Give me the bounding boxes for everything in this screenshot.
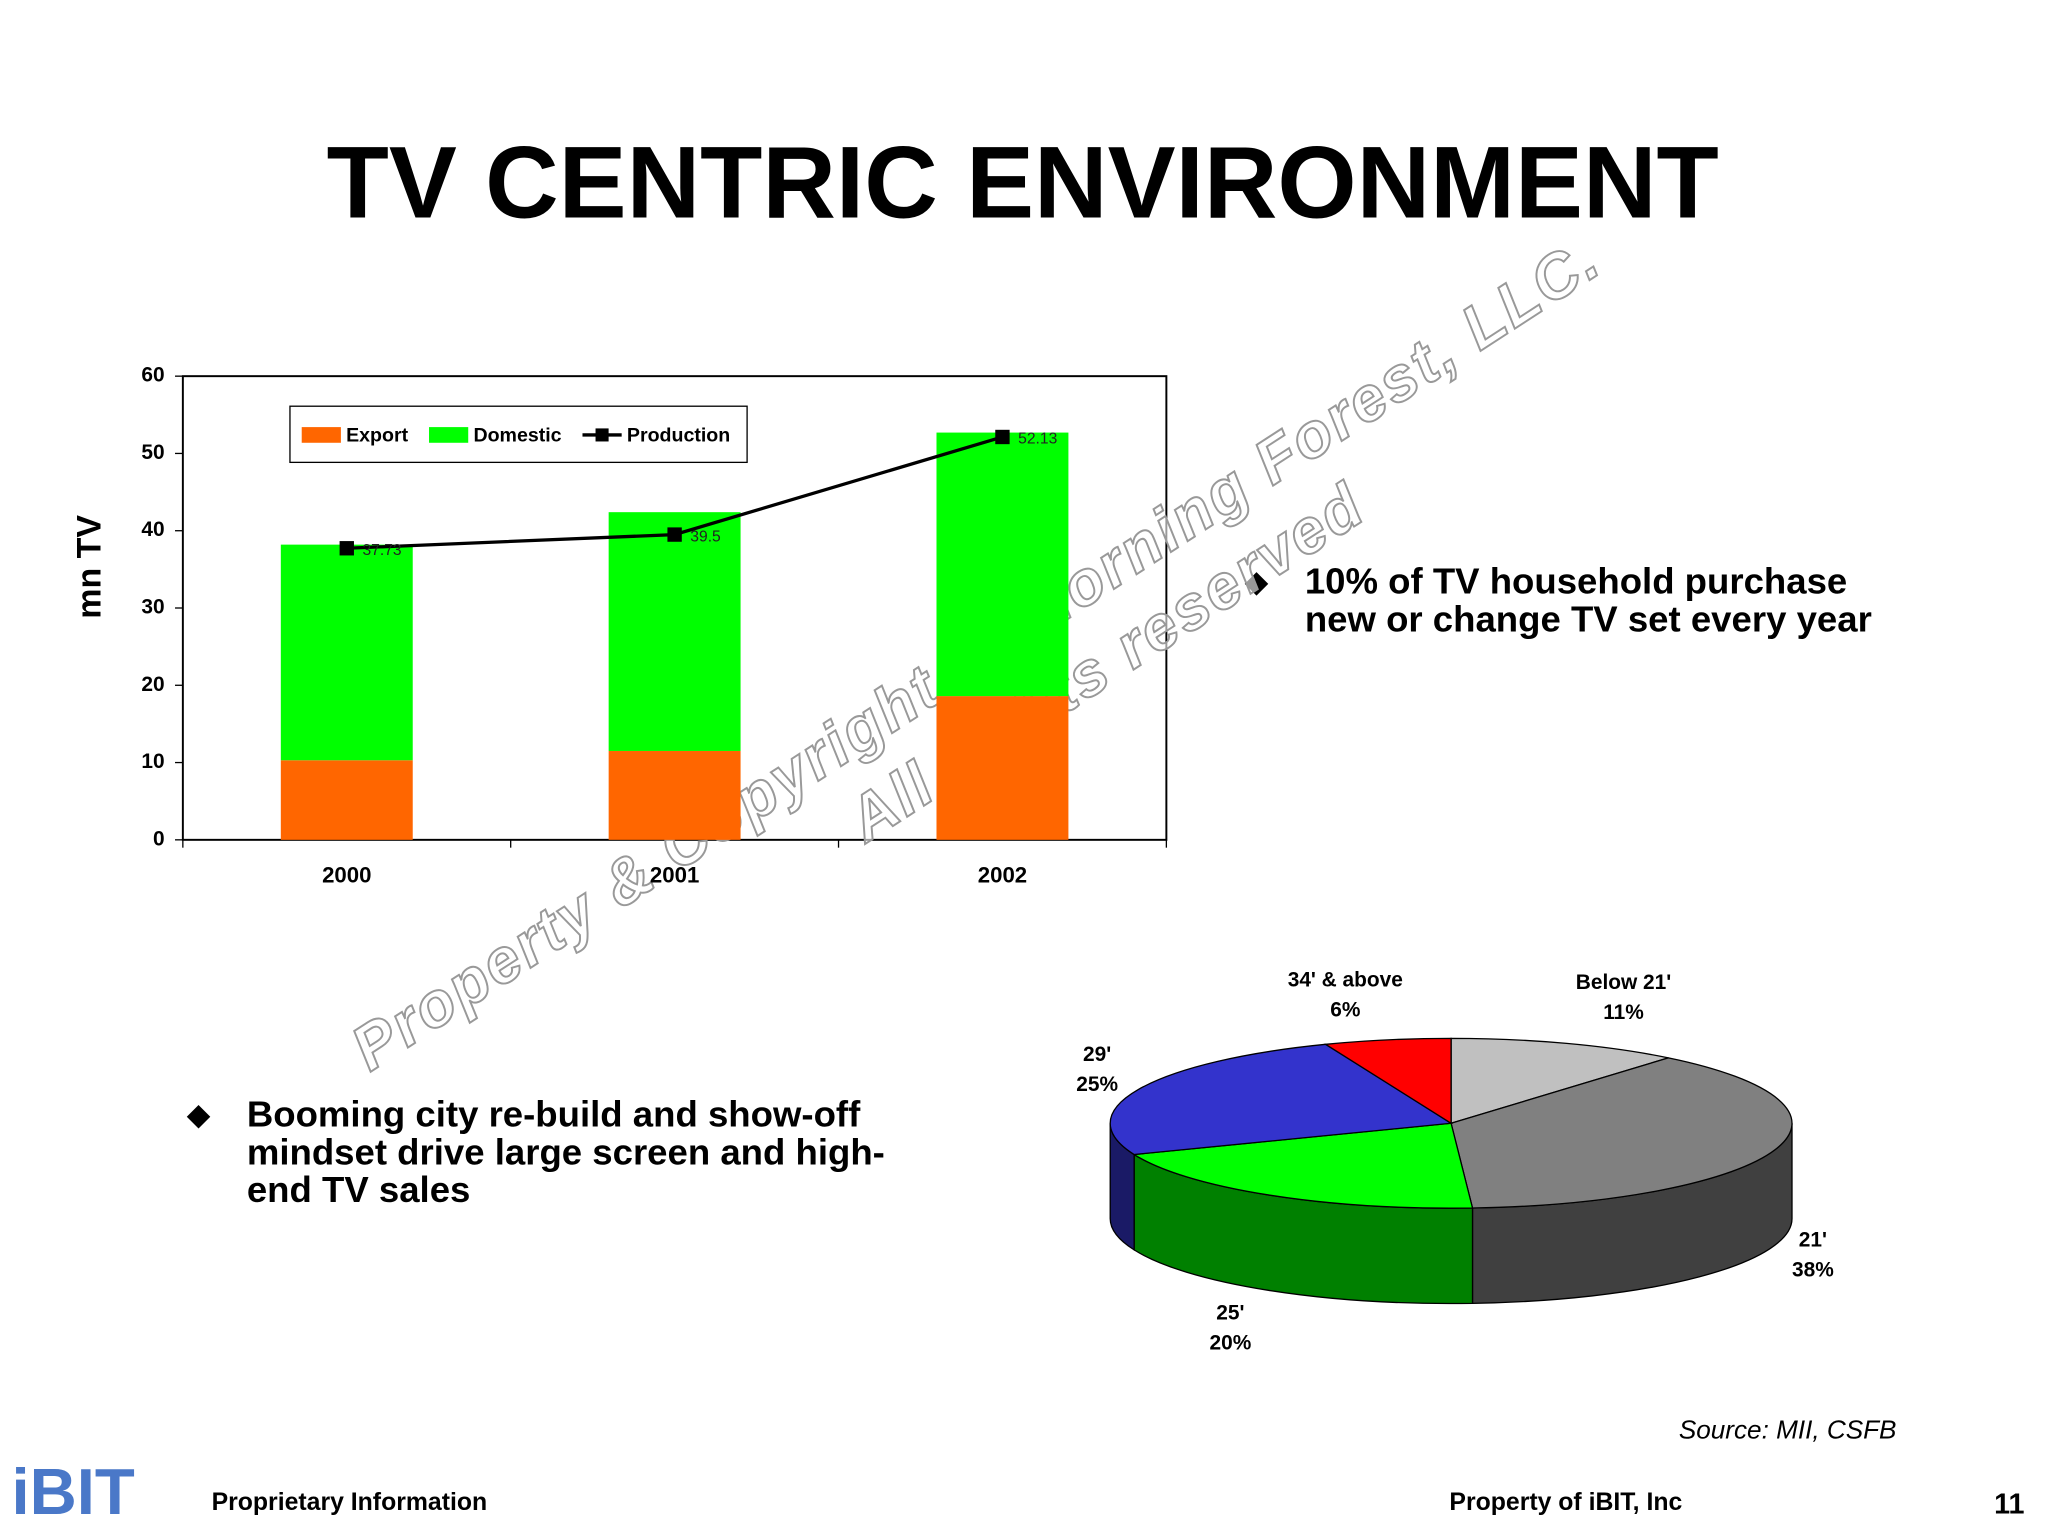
- y-tick-label: 50: [141, 441, 164, 464]
- bar: [280, 544, 413, 761]
- bullet-diamond: [186, 1104, 211, 1129]
- slide-title: TV CENTRIC ENVIRONMENT: [327, 126, 1719, 240]
- legend-box: [289, 405, 748, 464]
- pie-label: 25': [1216, 1301, 1244, 1324]
- bullet-text: mindset drive large screen and high-: [247, 1131, 885, 1172]
- pie-slice: [1109, 1043, 1454, 1156]
- x-tick-label: 2001: [650, 862, 699, 887]
- pie-slice: [1132, 1122, 1474, 1209]
- bar: [608, 512, 741, 751]
- line-marker: [995, 429, 1010, 445]
- bar: [608, 750, 741, 840]
- pie-value-label: 38%: [1792, 1258, 1834, 1281]
- pie-slice: [1450, 1037, 1669, 1125]
- x-tick-label: 2002: [978, 862, 1027, 887]
- footer-right: Property of iBIT, Inc: [1449, 1489, 1682, 1516]
- legend-swatch: [429, 427, 469, 443]
- bullet-text: 10% of TV household purchase: [1305, 560, 1847, 601]
- pie-label: 21': [1799, 1228, 1827, 1251]
- pie-label: 29': [1083, 1043, 1111, 1066]
- page-number: 11: [1994, 1489, 2024, 1521]
- y-axis-label: mn TV: [70, 515, 108, 619]
- pie: [1109, 1037, 1793, 1305]
- bar: [280, 760, 413, 840]
- pie-value-label: 20%: [1209, 1332, 1251, 1355]
- y-tick-label: 60: [141, 364, 164, 387]
- footer-left: Proprietary Information: [212, 1489, 488, 1516]
- bullet-text: Booming city re-build and show-off: [247, 1093, 861, 1134]
- source: Source: MII, CSFB: [1679, 1414, 1897, 1444]
- data-label: 52.13: [1018, 431, 1057, 448]
- pie-slice: [1323, 1037, 1452, 1125]
- bar: [936, 696, 1069, 840]
- line-marker: [339, 541, 354, 556]
- pie-value-label: 11%: [1603, 1001, 1644, 1024]
- y-tick-label: 30: [141, 596, 164, 619]
- legend-label: Export: [346, 424, 408, 446]
- pie-value-label: 25%: [1076, 1073, 1118, 1096]
- y-tick-label: 0: [153, 827, 165, 850]
- y-tick-label: 40: [141, 518, 164, 541]
- line-marker: [667, 527, 682, 542]
- data-label: 39.5: [690, 528, 721, 545]
- pie-label: 34' & above: [1288, 968, 1403, 991]
- x-tick-label: 2000: [322, 862, 371, 887]
- bullet-text: new or change TV set every year: [1305, 598, 1872, 639]
- logo: iBIT: [11, 1455, 134, 1528]
- y-tick-label: 10: [141, 750, 164, 773]
- bar: [936, 432, 1069, 697]
- data-label: 37.73: [362, 542, 401, 559]
- pie-label: Below 21': [1576, 971, 1671, 994]
- legend-label: Domestic: [473, 424, 561, 446]
- pie-value-label: 6%: [1330, 998, 1361, 1021]
- pie-slice: [1450, 1057, 1793, 1209]
- legend-label: Production: [627, 424, 730, 446]
- legend-swatch: [301, 427, 341, 443]
- legend-marker: [595, 428, 609, 442]
- y-tick-label: 20: [141, 673, 164, 696]
- bullet-text: end TV sales: [247, 1169, 471, 1210]
- bullet-diamond: [1244, 572, 1269, 596]
